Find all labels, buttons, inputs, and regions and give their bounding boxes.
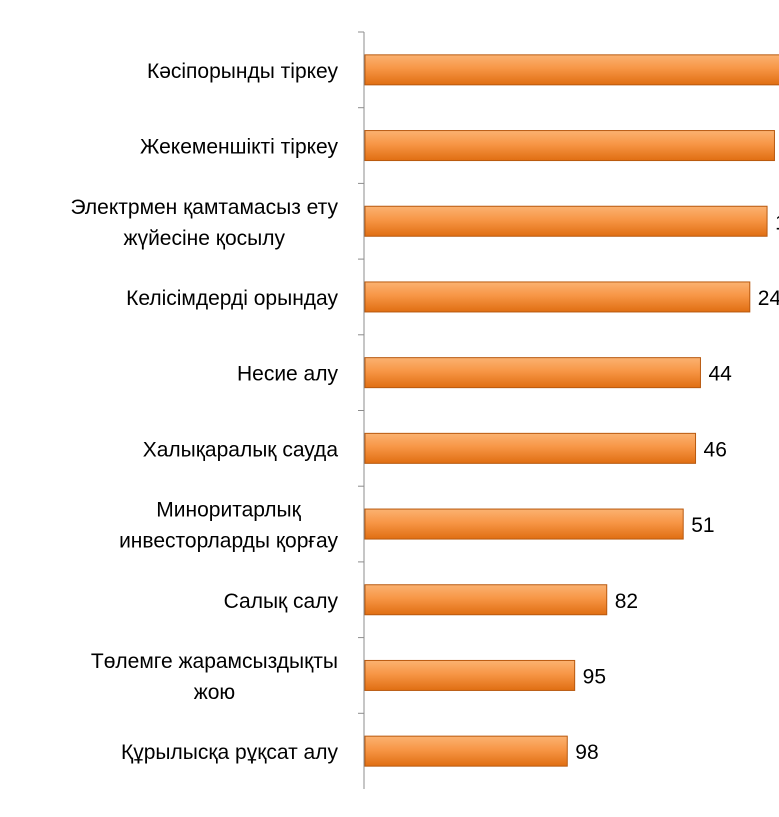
bar-value-label: 17: [775, 211, 779, 234]
category-labels: Кәсіпорынды тіркеу Жекеменшікті тіркеу Эле…: [71, 60, 339, 764]
category-label: Миноритарлық инвесторларды қорғау: [119, 499, 338, 553]
category-label: Келісімдерді орындау: [126, 287, 338, 310]
bar-value-label: 95: [583, 665, 606, 688]
category-label: Төлемге жарамсыздықты жою: [91, 650, 338, 704]
bar-value-label: 51: [691, 514, 714, 537]
category-label: Салық салу: [224, 590, 339, 613]
category-label: Кәсіпорынды тіркеу: [147, 60, 339, 83]
value-labels: 8141724444651829598: [575, 211, 779, 764]
bar-value-label: 46: [704, 438, 727, 461]
category-label: Электрмен қамтамасыз ету жүйесіне қосылу: [71, 196, 339, 250]
bar-value-label: 24: [758, 287, 779, 310]
bar: [364, 130, 775, 162]
bar: [364, 205, 768, 237]
bar: [364, 659, 576, 691]
bar: [364, 735, 568, 767]
bar: [364, 54, 779, 86]
bars-layer: [364, 54, 779, 767]
bar: [364, 432, 697, 464]
category-label: Құрылысқа рұқсат алу: [121, 741, 339, 764]
bar-value-label: 44: [708, 363, 732, 386]
bar: [364, 281, 751, 313]
bar: [364, 508, 684, 540]
category-label: Жекеменшікті тіркеу: [140, 136, 339, 159]
bar: [364, 584, 608, 616]
category-label: Несие алу: [237, 363, 339, 386]
bar-value-label: 98: [575, 741, 598, 764]
bar-value-label: 82: [615, 590, 638, 613]
category-label: Халықаралық сауда: [143, 438, 339, 461]
axis-layer: [358, 31, 365, 789]
bar: [364, 357, 701, 389]
